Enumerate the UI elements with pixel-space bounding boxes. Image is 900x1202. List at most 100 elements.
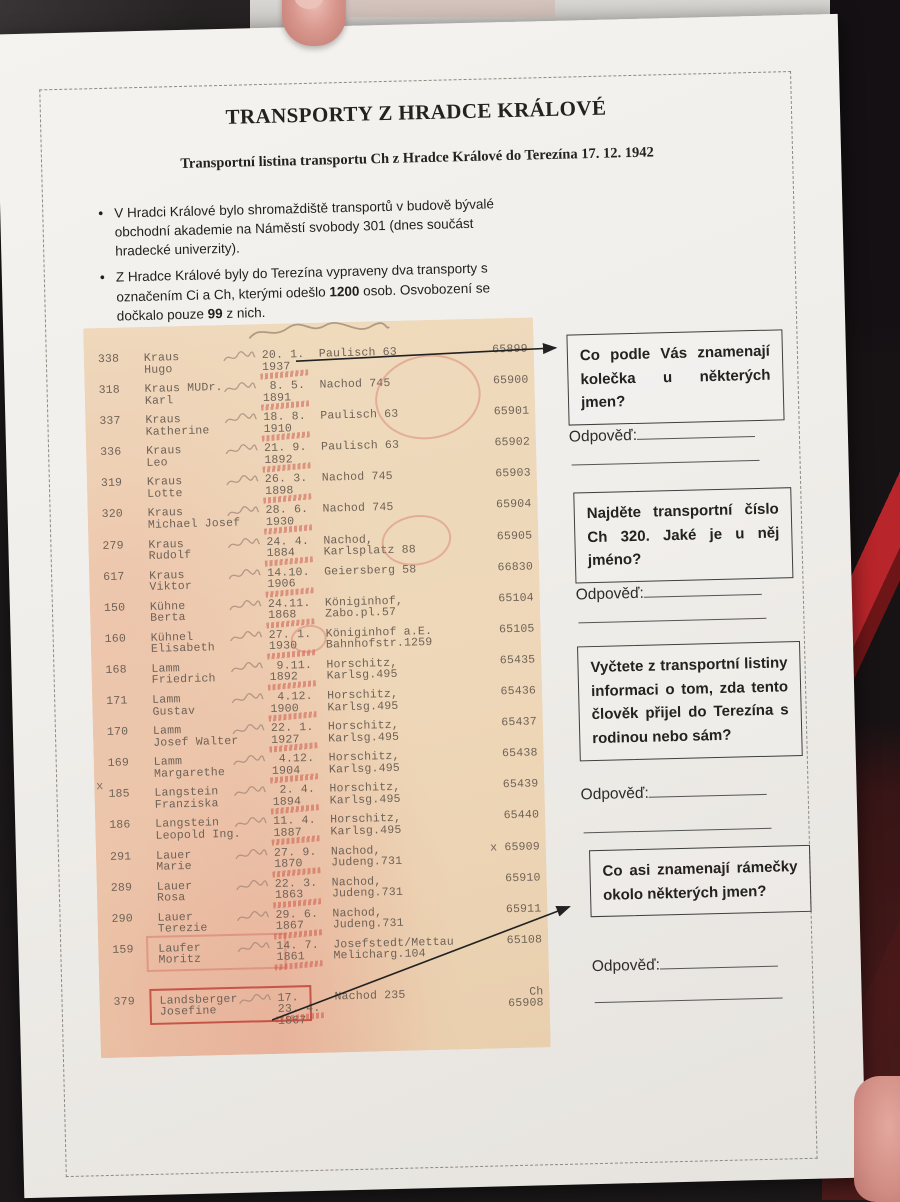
- bullet-item: Z Hradce Králové byly do Terezína vyprav…: [98, 258, 513, 326]
- transport-list-scan: 338 Kraus Hugo 20. 1. 1937 Paulisch 63 65899 31…: [83, 317, 551, 1059]
- row-name: Lauer Marie: [155, 848, 192, 874]
- question-block-2: Najděte transportní číslo Ch 320. Jaké j…: [573, 487, 794, 624]
- question-box: Vyčtete z transportní listiny informaci …: [577, 640, 803, 762]
- transport-row: 150 Kühne Berta 24.11. 1868 Königinhof, Zabo.p…: [90, 590, 541, 632]
- pencil-mark: [235, 909, 270, 929]
- transport-row: 319 Kraus Lotte 26. 3. 1898 Nachod 745 65903: [87, 466, 538, 508]
- row-name: Lamm Friedrich: [151, 662, 216, 688]
- transport-row: 186 Langstein Leopold Ing. 11. 4. 1887 Horsch…: [95, 808, 546, 850]
- row-residence: Königinhof a.E. Bahnhofstr.1259: [325, 624, 433, 652]
- bullet-item: V Hradci Králové bylo shromaždiště trans…: [96, 194, 511, 262]
- row-terezin-number: 65104: [498, 591, 534, 606]
- row-name: Landsberger Josefine: [159, 992, 238, 1020]
- question-box: Co asi znamenají rámečky okolo některých…: [589, 844, 812, 918]
- row-residence: Königinhof, Zabo.pl.57: [324, 594, 404, 621]
- row-name: Kraus Leo: [145, 444, 182, 470]
- row-transport-number: 279: [102, 539, 124, 553]
- answer-label: Odpověď:: [575, 584, 645, 604]
- pencil-mark: [225, 505, 260, 525]
- row-name: Kraus MUDr. Karl: [144, 381, 223, 408]
- pencil-mark: [229, 629, 263, 649]
- row-birthdate: 22. 3. 1863: [274, 876, 318, 902]
- row-transport-number: 150: [103, 601, 126, 615]
- row-name: Kraus Viktor: [149, 568, 193, 595]
- row-terezin-number: 66830: [497, 560, 534, 575]
- row-residence: Nachod, Judeng.731: [332, 905, 404, 932]
- pencil-mark: [236, 940, 270, 960]
- pencil-mark: [222, 380, 257, 400]
- row-transport-number: 379: [113, 995, 136, 1009]
- bullet-text: 99: [207, 305, 223, 322]
- bullet-text: 1200: [329, 283, 360, 300]
- transport-row: 318 Kraus MUDr. Karl 8. 5. 1891 Nachod 745 65…: [84, 372, 535, 414]
- transport-row: 617 Kraus Viktor 14.10. 1906 Geiersberg 58 668…: [89, 559, 540, 601]
- transport-row: 338 Kraus Hugo 20. 1. 1937 Paulisch 63 65899: [84, 341, 535, 383]
- row-terezin-number: 65440: [503, 808, 540, 823]
- row-name: Lamm Margarethe: [153, 755, 226, 781]
- row-terezin-number: 65435: [499, 653, 536, 668]
- row-residence: Horschitz, Karlsg.495: [327, 718, 400, 746]
- row-name: Lamm Josef Walter: [152, 724, 239, 750]
- transport-row: 170 Lamm Josef Walter 22. 1. 1927 Horschitz, K…: [93, 714, 544, 756]
- row-transport-number: 169: [107, 756, 130, 771]
- row-transport-number: 171: [106, 694, 128, 708]
- margin-x-mark: x: [96, 780, 104, 794]
- intro-bullets: V Hradci Králové bylo shromaždiště trans…: [96, 194, 513, 333]
- row-transport-number: 290: [111, 912, 134, 926]
- pencil-mark: [227, 567, 261, 587]
- row-terezin-number: 65910: [505, 870, 541, 885]
- row-terezin-number: 65105: [498, 622, 535, 637]
- question-block-4: Co asi znamenají rámečky okolo některých…: [589, 844, 812, 1004]
- transport-row: 160 Kühnel Elisabeth 27. 1. 1930 Königinhof a…: [91, 621, 542, 663]
- question-block-3: Vyčtete z transportní listiny informaci …: [577, 640, 803, 834]
- row-name: Kraus Hugo: [143, 351, 180, 377]
- fingernail: [294, 0, 324, 9]
- row-transport-number: 338: [97, 352, 120, 367]
- row-residence: Nachod 745: [321, 470, 394, 486]
- row-terezin-number: 65108: [506, 933, 543, 948]
- transport-row: 291 Lauer Marie 27. 9. 1870 Nachod, Judeng.731…: [96, 839, 547, 881]
- row-terezin-number: 65439: [502, 777, 539, 792]
- pencil-mark: [226, 536, 261, 556]
- pencil-mark: [232, 784, 267, 804]
- row-transport-number: 185: [108, 787, 130, 802]
- row-transport-number: 170: [106, 725, 129, 740]
- row-terezin-number: 65905: [496, 529, 533, 543]
- row-residence: Nachod, Judeng.731: [330, 843, 403, 870]
- row-name: Langstein Franziska: [154, 785, 219, 812]
- transport-row: 337 Kraus Katherine 18. 8. 1910 Paulisch 63 65…: [85, 404, 536, 446]
- row-transport-number: 336: [99, 445, 122, 460]
- row-terezin-number: 65437: [501, 715, 538, 730]
- transport-row: 171 Lamm Gustav 4.12. 1900 Horschitz, Karlsg.…: [92, 683, 543, 725]
- row-residence: Horschitz, Karlsg.495: [326, 656, 398, 684]
- question-block-1: Co podle Vás znamenají kolečka u některý…: [566, 329, 785, 466]
- answer-label: Odpověď:: [591, 956, 661, 976]
- row-residence: Paulisch 63: [320, 439, 400, 454]
- answer-blank-line: [648, 779, 767, 798]
- transport-row: 289 Lauer Rosa 22. 3. 1863 Nachod, Judeng.731 6…: [97, 870, 548, 912]
- transport-row: 336 Kraus Leo 21. 9. 1892 Paulisch 63 65902: [86, 435, 537, 477]
- pencil-mark: [232, 753, 266, 773]
- row-birthdate: 24. 4. 1884: [266, 534, 310, 561]
- transport-row: 169 Lamm Margarethe 4.12. 1904 Horschitz, Kar…: [94, 746, 545, 788]
- row-name: Laufer Moritz: [158, 941, 202, 968]
- bullet-text: V Hradci Králové bylo shromaždiště trans…: [114, 196, 495, 259]
- row-name: Kühne Berta: [149, 599, 186, 626]
- row-transport-number: 291: [109, 849, 132, 864]
- pencil-mark: [224, 442, 258, 462]
- pencil-mark: [222, 349, 256, 369]
- row-residence: Josefstedt/Mettau Melicharg.104: [333, 935, 455, 963]
- row-residence: Nachod, Judeng.731: [331, 874, 404, 901]
- answer-label: Odpověď:: [568, 426, 638, 446]
- answer-blank-line: [636, 422, 756, 440]
- pencil-mark: [229, 660, 264, 680]
- row-terezin-number: 65436: [500, 684, 537, 699]
- row-terezin-number: x 65909: [490, 839, 541, 855]
- pencil-mark: [235, 878, 269, 898]
- row-transport-number: 159: [112, 943, 134, 957]
- transport-row: 290 Lauer Terezie 29. 6. 1867 Nachod, Judeng.7…: [97, 901, 548, 943]
- row-residence: Horschitz, Karlsg.495: [328, 750, 401, 777]
- row-terezin-number: 65438: [501, 746, 538, 761]
- pencil-mark: [230, 691, 264, 711]
- row-transport-number: 337: [99, 414, 121, 429]
